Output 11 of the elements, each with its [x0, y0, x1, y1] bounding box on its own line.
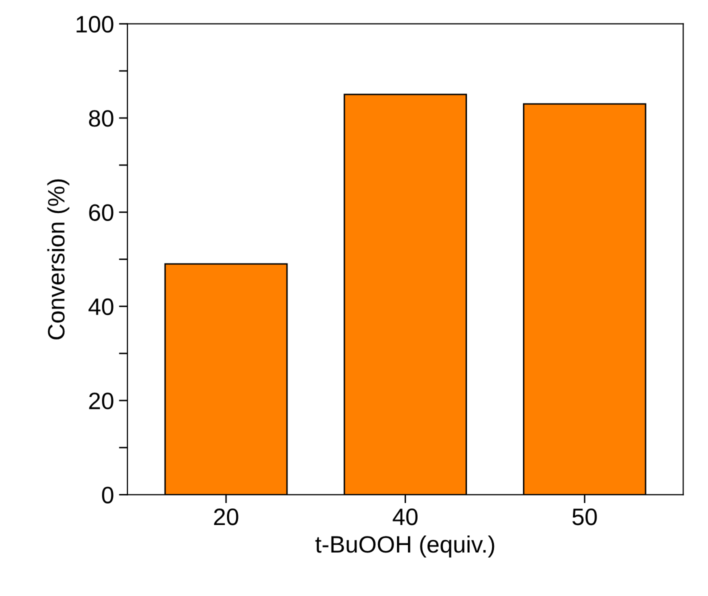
x-tick-label: 20 [214, 508, 238, 526]
x-tick-label: 50 [572, 508, 597, 526]
y-tick-label: 80 [89, 110, 114, 127]
y-tick-label: 100 [76, 16, 114, 33]
y-axis-title: Conversion (%) [47, 179, 70, 340]
x-tick-label: 40 [392, 508, 418, 526]
y-tick-label: 20 [89, 392, 114, 410]
y-tick-label: 0 [102, 486, 114, 504]
x-axis-title: t-BuOOH (equiv.) [315, 535, 494, 558]
y-tick-label: 60 [89, 204, 114, 221]
y-tick-label: 40 [88, 298, 114, 316]
